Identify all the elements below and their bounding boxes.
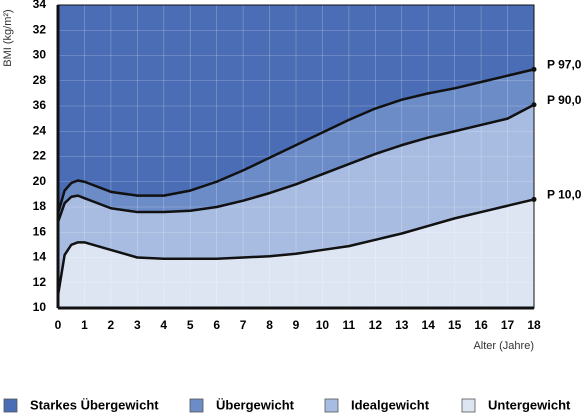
- legend-label: Übergewicht: [216, 397, 295, 412]
- y-tick-label: 22: [33, 149, 47, 163]
- x-tick-label: 12: [369, 318, 383, 332]
- percentile-line: [56, 68, 535, 214]
- y-tick-label: 34: [33, 0, 47, 11]
- series-label: P 10,0: [547, 188, 582, 202]
- legend-swatch: [324, 398, 339, 413]
- y-tick-label: 12: [33, 275, 47, 289]
- x-tick-label: 1: [81, 318, 88, 332]
- x-tick-label: 11: [343, 318, 356, 332]
- x-tick-label: 13: [395, 318, 409, 332]
- x-tick-label: 4: [160, 318, 167, 332]
- legend-swatch: [3, 398, 18, 413]
- percentile-line: [56, 198, 535, 296]
- y-tick-label: 36: [33, 98, 47, 112]
- x-tick-label: 0: [55, 318, 62, 332]
- legend-label: Starkes Übergewicht: [30, 397, 159, 412]
- y-axis-label: BMI (kg/m²): [2, 9, 14, 66]
- x-tick-label: 8: [266, 318, 273, 332]
- x-tick-label: 18: [527, 318, 541, 332]
- y-tick-label: 32: [33, 22, 47, 36]
- y-tick-label: 14: [33, 250, 47, 264]
- y-tick-label: 24: [33, 123, 47, 137]
- x-tick-label: 15: [448, 318, 462, 332]
- x-axis-label: Alter (Jahre): [473, 340, 534, 352]
- y-tick-label: 18: [33, 199, 47, 213]
- legend-swatch: [189, 398, 204, 413]
- x-tick-label: 9: [293, 318, 300, 332]
- x-tick-label: 14: [422, 318, 436, 332]
- percentile-line: [56, 103, 535, 223]
- y-tick-label: 20: [33, 174, 47, 188]
- x-tick-label: 7: [240, 318, 247, 332]
- y-tick-label: 16: [33, 224, 47, 238]
- x-tick-label: 2: [108, 318, 115, 332]
- x-tick-label: 5: [187, 318, 194, 332]
- legend-label: Untergewicht: [488, 397, 571, 412]
- series-label: P 90,0: [547, 93, 582, 107]
- legend-swatch: [461, 398, 476, 413]
- x-tick-label: 3: [134, 318, 141, 332]
- x-tick-label: 10: [316, 318, 330, 332]
- y-tick-label: 30: [33, 48, 47, 62]
- x-tick-label: 17: [501, 318, 515, 332]
- x-tick-label: 16: [474, 318, 488, 332]
- legend-label: Idealgewicht: [351, 397, 430, 412]
- plot-frame: [57, 4, 535, 309]
- y-tick-label: 28: [33, 73, 47, 87]
- y-tick-label: 10: [33, 300, 47, 314]
- series-label: P 97,0: [547, 58, 582, 72]
- x-tick-label: 6: [213, 318, 220, 332]
